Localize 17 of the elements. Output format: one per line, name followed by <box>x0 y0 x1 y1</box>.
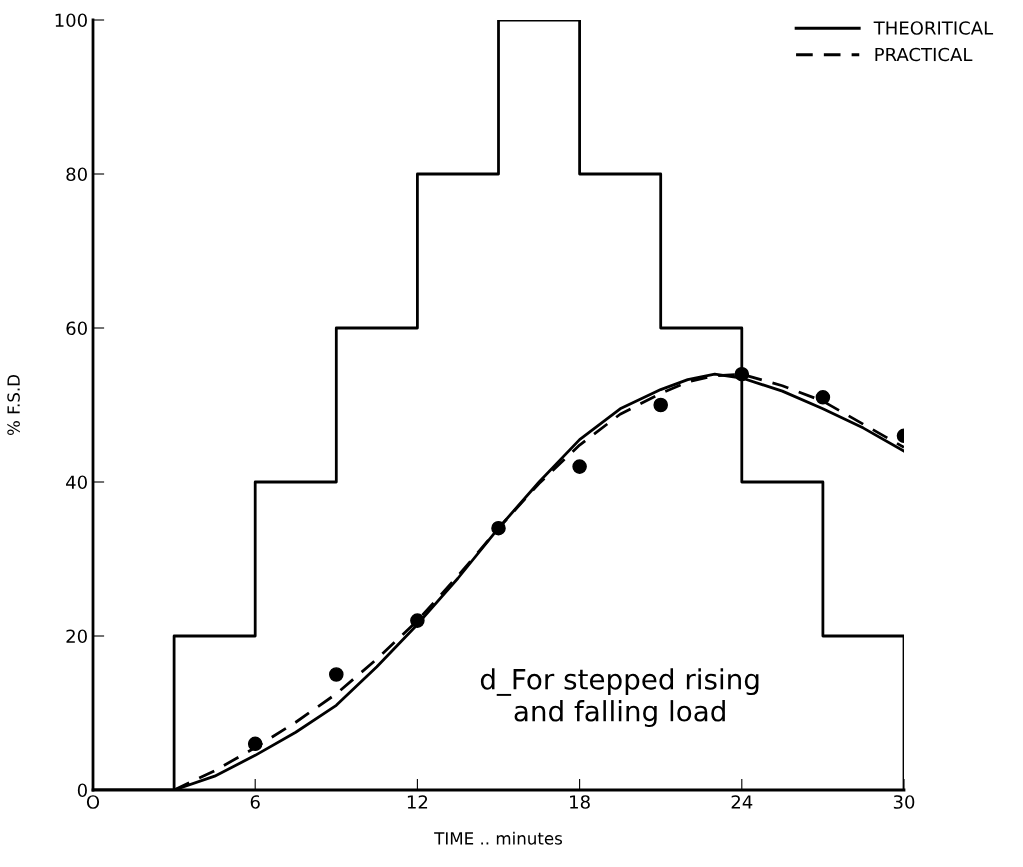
y-tick-label: 80 <box>66 167 87 182</box>
y-tick-label: 20 <box>66 629 87 644</box>
legend-label: PRACTICAL <box>875 47 973 62</box>
y-tick-label: 60 <box>66 321 87 336</box>
legend-label: THEORITICAL <box>873 21 994 35</box>
y-tick-label: 100 <box>55 13 87 28</box>
x-tick-label: 30 <box>893 795 915 809</box>
x-tick-label: 18 <box>570 795 590 809</box>
y-tick-label: 0 <box>77 783 87 798</box>
annotation: d_For stepped rising and falling load <box>480 668 759 727</box>
x-tick-label: O <box>86 795 100 809</box>
y-tick-label: 40 <box>66 475 87 490</box>
x-tick-label: 24 <box>731 795 753 809</box>
x-tick-label: 12 <box>407 795 428 809</box>
x-tick-label: 6 <box>250 795 260 809</box>
x-axis-title: TIME .. minutes <box>434 831 563 845</box>
y-axis-title: % F.S.D <box>7 374 20 436</box>
